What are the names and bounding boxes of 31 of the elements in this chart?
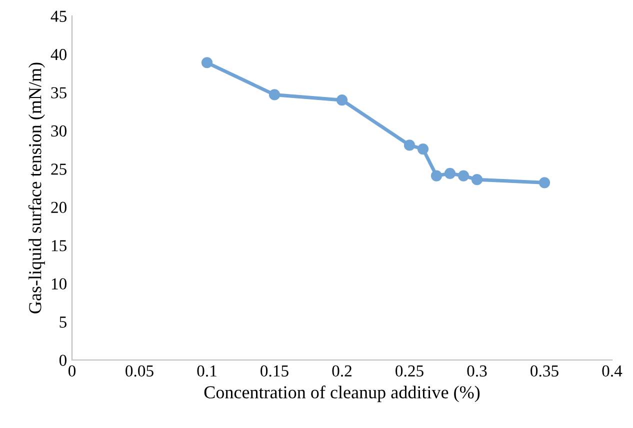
y-tick-label: 10 bbox=[52, 278, 67, 290]
x-tick-label: 0.05 bbox=[126, 365, 154, 377]
x-tick-label: 0.25 bbox=[396, 365, 424, 377]
point bbox=[336, 94, 348, 106]
point bbox=[538, 177, 550, 188]
point bbox=[268, 89, 280, 100]
point bbox=[404, 140, 416, 151]
y-tick-label: 5 bbox=[60, 316, 66, 328]
point bbox=[458, 170, 470, 182]
y-tick-label: 15 bbox=[52, 240, 66, 252]
y-tick-label: 25 bbox=[51, 164, 66, 175]
point bbox=[417, 143, 429, 155]
point bbox=[471, 174, 483, 186]
y-tick-label: 20 bbox=[51, 202, 67, 214]
point bbox=[201, 57, 213, 68]
x-tick-label: 0.35 bbox=[530, 365, 558, 377]
x-tick-label: 0.3 bbox=[467, 365, 487, 377]
x-tick-label: 0 bbox=[68, 365, 76, 377]
y-tick-label: 0 bbox=[59, 354, 67, 366]
y-tick-label: 35 bbox=[51, 87, 66, 98]
y-axis-title: Gas-liquid surface tension (mN/m) bbox=[28, 62, 45, 314]
point bbox=[444, 168, 456, 180]
point bbox=[430, 170, 442, 182]
x-axis-title: Concentration of cleanup additive (%) bbox=[204, 386, 480, 402]
x-tick-label: 0.2 bbox=[332, 365, 352, 377]
x-tick-label: 0.15 bbox=[260, 365, 288, 377]
x-tick-label: 0.4 bbox=[602, 365, 622, 377]
y-tick-label: 40 bbox=[50, 48, 67, 60]
y-tick-label: 30 bbox=[51, 125, 67, 137]
x-tick-label: 0.1 bbox=[197, 365, 216, 377]
y-tick-label: 45 bbox=[50, 10, 66, 22]
